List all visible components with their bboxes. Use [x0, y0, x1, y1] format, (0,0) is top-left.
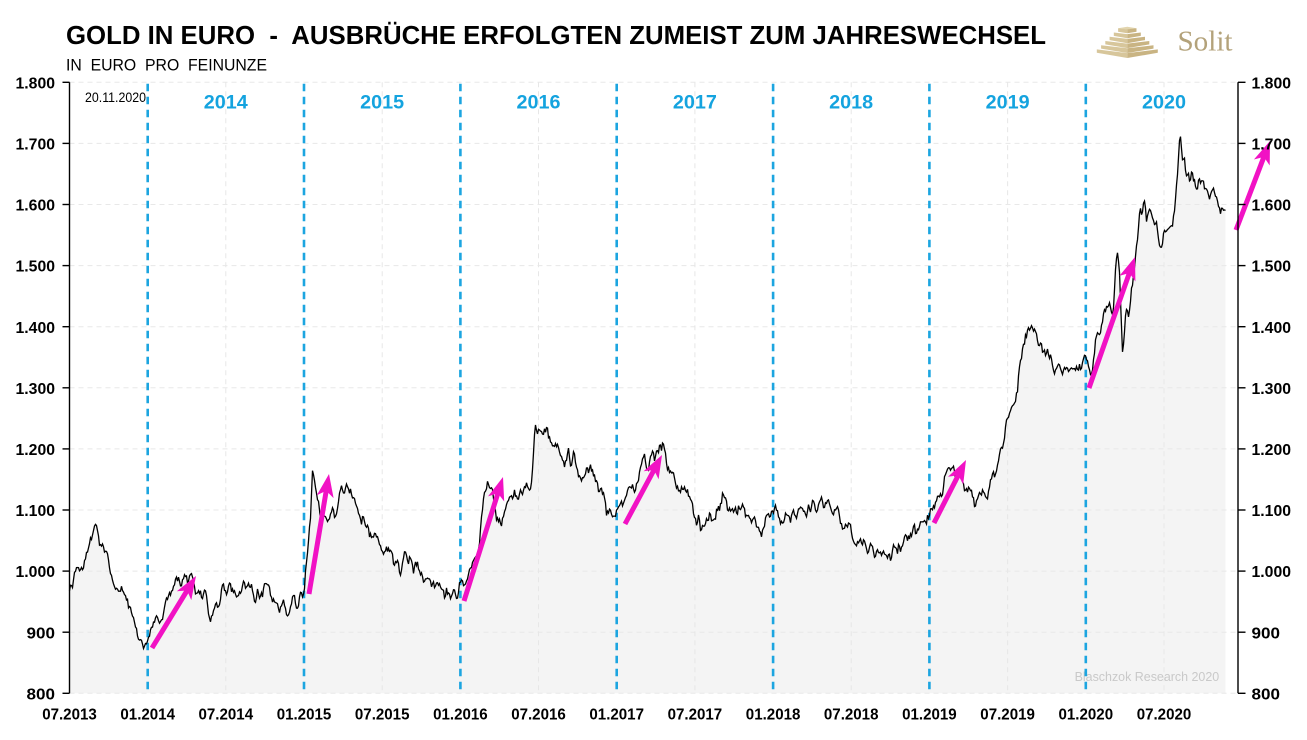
svg-text:01.2017: 01.2017 — [589, 707, 644, 724]
svg-text:2019: 2019 — [986, 93, 1030, 114]
svg-text:1.800: 1.800 — [1252, 75, 1292, 92]
svg-text:800: 800 — [1252, 686, 1281, 703]
svg-text:1.300: 1.300 — [16, 381, 56, 398]
svg-text:07.2017: 07.2017 — [668, 707, 723, 724]
svg-text:1.500: 1.500 — [16, 259, 56, 276]
svg-text:1.600: 1.600 — [16, 198, 56, 215]
svg-text:Blaschzok Research 2020: Blaschzok Research 2020 — [1075, 669, 1220, 684]
svg-text:1.100: 1.100 — [1252, 503, 1292, 520]
svg-text:01.2014: 01.2014 — [120, 707, 175, 724]
svg-text:20.11.2020: 20.11.2020 — [85, 90, 146, 105]
svg-text:Solit: Solit — [1178, 26, 1233, 58]
svg-text:07.2016: 07.2016 — [511, 707, 566, 724]
svg-text:07.2015: 07.2015 — [355, 707, 410, 724]
svg-text:1.700: 1.700 — [16, 137, 56, 154]
svg-text:1.200: 1.200 — [1252, 442, 1292, 459]
svg-text:1.100: 1.100 — [16, 503, 56, 520]
svg-text:2018: 2018 — [829, 93, 873, 114]
svg-text:2015: 2015 — [360, 93, 404, 114]
svg-text:1.400: 1.400 — [16, 320, 56, 337]
svg-text:01.2020: 01.2020 — [1059, 707, 1114, 724]
svg-text:1.000: 1.000 — [1252, 564, 1292, 581]
svg-text:1.800: 1.800 — [16, 75, 56, 92]
svg-text:01.2015: 01.2015 — [277, 707, 332, 724]
svg-text:07.2013: 07.2013 — [42, 707, 97, 724]
svg-text:900: 900 — [27, 625, 56, 642]
svg-text:07.2020: 07.2020 — [1137, 707, 1192, 724]
svg-text:2017: 2017 — [673, 93, 717, 114]
svg-text:07.2014: 07.2014 — [199, 707, 254, 724]
svg-text:1.200: 1.200 — [16, 442, 56, 459]
svg-text:1.000: 1.000 — [16, 564, 56, 581]
svg-text:1.500: 1.500 — [1252, 259, 1292, 276]
svg-text:800: 800 — [27, 686, 56, 703]
svg-text:2020: 2020 — [1142, 93, 1186, 114]
svg-text:IN EURO PRO FEINUNZE: IN EURO PRO FEINUNZE — [66, 56, 267, 75]
svg-text:01.2016: 01.2016 — [433, 707, 488, 724]
svg-text:1.400: 1.400 — [1252, 320, 1292, 337]
svg-text:900: 900 — [1252, 625, 1281, 642]
svg-text:01.2018: 01.2018 — [746, 707, 801, 724]
svg-text:1.600: 1.600 — [1252, 198, 1292, 215]
svg-text:2014: 2014 — [204, 93, 248, 114]
svg-text:1.300: 1.300 — [1252, 381, 1292, 398]
svg-text:07.2018: 07.2018 — [824, 707, 879, 724]
svg-text:07.2019: 07.2019 — [980, 707, 1035, 724]
svg-text:2016: 2016 — [517, 93, 561, 114]
svg-text:01.2019: 01.2019 — [902, 707, 957, 724]
svg-text:1.700: 1.700 — [1252, 137, 1292, 154]
svg-text:GOLD IN EURO - AUSBRÜCHE ERF: GOLD IN EURO - AUSBRÜCHE ERFOLGTEN ZUMEI… — [66, 20, 1046, 50]
